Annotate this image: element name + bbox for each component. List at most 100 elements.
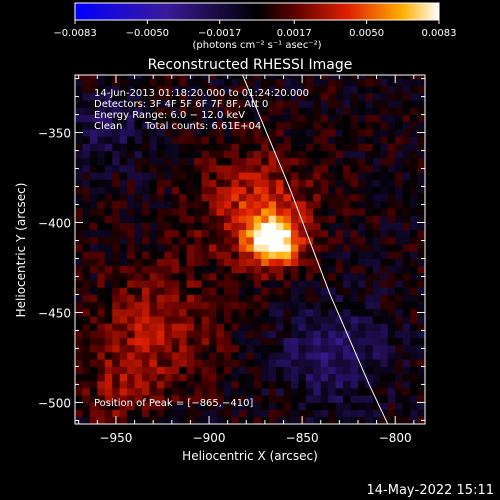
heatmap-cell: [246, 107, 255, 115]
heatmap-cell: [283, 301, 292, 310]
heatmap-cell: [75, 251, 83, 259]
heatmap-cell: [335, 244, 344, 252]
heatmap-cell: [328, 395, 337, 403]
heatmap-cell: [335, 85, 344, 94]
heatmap-cell: [328, 316, 337, 324]
heatmap-cell: [261, 316, 270, 324]
heatmap-cell: [223, 373, 232, 382]
heatmap-cell: [216, 344, 225, 353]
heatmap-cell: [305, 373, 314, 382]
heatmap-cell: [75, 294, 83, 303]
heatmap-cell: [194, 92, 202, 101]
heatmap-cell: [298, 157, 307, 166]
heatmap-cell: [209, 416, 217, 424]
heatmap-cell: [290, 380, 299, 389]
heatmap-cell: [134, 150, 143, 159]
heatmap-cell: [119, 344, 128, 353]
heatmap-cell: [313, 258, 322, 267]
heatmap-cell: [75, 78, 83, 87]
heatmap-cell: [179, 287, 188, 295]
heatmap-cell: [380, 395, 389, 403]
heatmap-cell: [156, 316, 165, 324]
heatmap-cell: [335, 128, 344, 137]
heatmap-cell: [119, 308, 128, 317]
heatmap-cell: [75, 258, 83, 267]
heatmap-cell: [104, 359, 113, 367]
heatmap-cell: [298, 200, 307, 209]
heatmap-cell: [156, 236, 165, 245]
heatmap-cell: [305, 265, 314, 274]
heatmap-cell: [276, 251, 284, 259]
heatmap-cell: [290, 395, 299, 403]
heatmap-cell: [194, 308, 202, 317]
heatmap-cell: [395, 272, 404, 281]
heatmap-cell: [164, 186, 173, 195]
heatmap-cell: [387, 200, 396, 209]
heatmap-cell: [194, 186, 202, 195]
heatmap-cell: [305, 150, 314, 159]
heatmap-cell: [246, 75, 255, 79]
heatmap-cell: [194, 229, 202, 238]
heatmap-cell: [372, 373, 381, 382]
heatmap-cell: [142, 193, 150, 202]
heatmap-cell: [313, 100, 322, 108]
heatmap-cell: [253, 75, 262, 79]
heatmap-cell: [164, 395, 173, 403]
heatmap-cell: [223, 179, 232, 187]
heatmap-cell: [164, 402, 173, 411]
heatmap-cell: [112, 121, 121, 130]
heatmap-cell: [119, 186, 128, 195]
heatmap-cell: [231, 193, 240, 202]
heatmap-cell: [372, 85, 381, 94]
heatmap-cell: [149, 78, 158, 87]
heatmap-cell: [276, 164, 284, 173]
heatmap-cell: [238, 200, 247, 209]
heatmap-cell: [276, 222, 284, 231]
heatmap-cell: [216, 416, 225, 424]
heatmap-cell: [164, 366, 173, 375]
heatmap-cell: [179, 92, 188, 101]
heatmap-cell: [142, 344, 150, 353]
heatmap-cell: [134, 208, 143, 216]
heatmap-cell: [231, 107, 240, 115]
heatmap-cell: [171, 92, 180, 101]
heatmap-cell: [223, 308, 232, 317]
heatmap-cell: [164, 150, 173, 159]
heatmap-cell: [298, 244, 307, 252]
heatmap-cell: [75, 229, 83, 238]
heatmap-cell: [75, 388, 83, 396]
heatmap-cell: [97, 323, 106, 331]
heatmap-cell: [372, 330, 381, 339]
heatmap-cell: [216, 244, 225, 252]
heatmap-cell: [149, 143, 158, 151]
heatmap-cell: [417, 208, 425, 216]
heatmap-cell: [268, 172, 277, 180]
y-tick-label: −450: [38, 306, 71, 320]
heatmap-cell: [186, 179, 195, 187]
heatmap-cell: [387, 229, 396, 238]
heatmap-cell: [194, 114, 202, 123]
heatmap-cell: [283, 366, 292, 375]
heatmap-cell: [231, 287, 240, 295]
heatmap-cell: [97, 75, 106, 79]
heatmap-cell: [343, 373, 351, 382]
heatmap-cell: [216, 100, 225, 108]
heatmap-cell: [343, 244, 351, 252]
heatmap-cell: [305, 128, 314, 137]
heatmap-cell: [357, 150, 366, 159]
heatmap-cell: [194, 251, 202, 259]
heatmap-cell: [283, 236, 292, 245]
heatmap-cell: [179, 114, 188, 123]
heatmap-cell: [276, 114, 284, 123]
heatmap-cell: [335, 215, 344, 223]
heatmap-cell: [417, 244, 425, 252]
heatmap-cell: [380, 388, 389, 396]
heatmap-cell: [194, 409, 202, 418]
heatmap-cell: [156, 416, 165, 424]
heatmap-cell: [82, 179, 91, 187]
heatmap-cell: [380, 222, 389, 231]
heatmap-cell: [268, 294, 277, 303]
heatmap-cell: [402, 215, 411, 223]
heatmap-cell: [97, 150, 106, 159]
heatmap-cell: [75, 244, 83, 252]
